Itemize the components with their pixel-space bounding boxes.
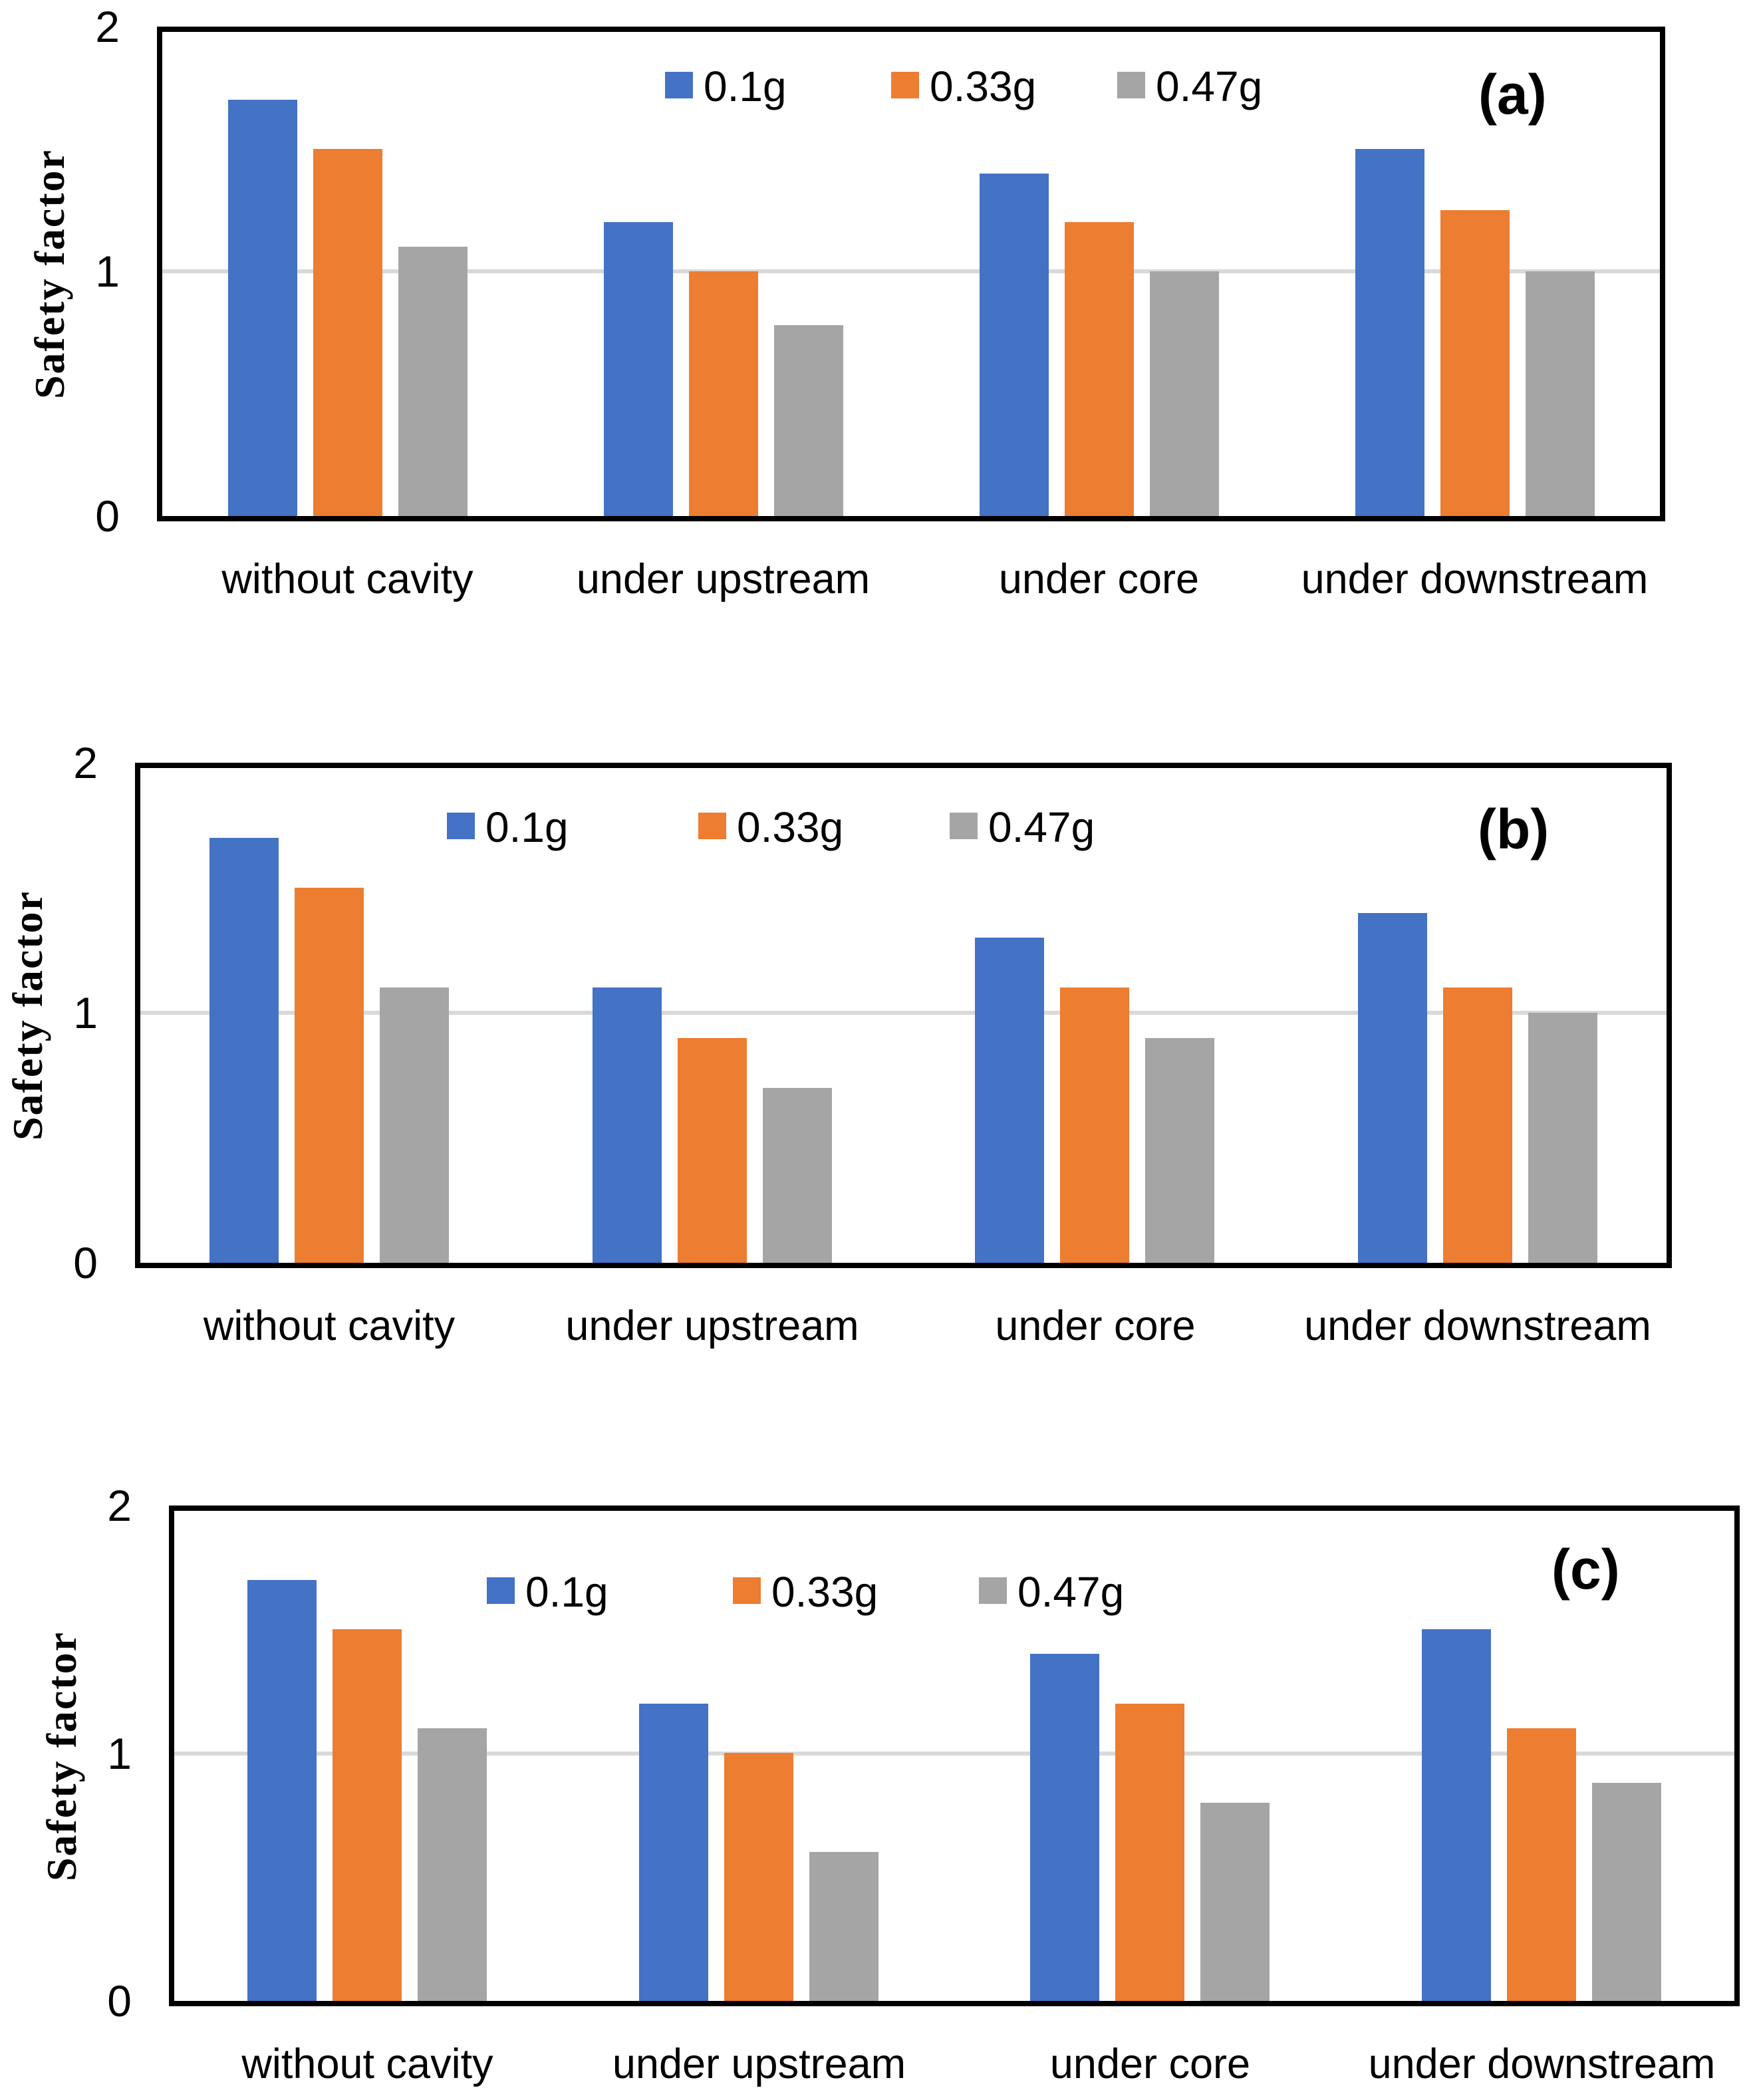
gridline-y1 — [138, 1011, 1669, 1015]
panel-letter: (c) — [1551, 1538, 1620, 1601]
y-tick-label: 0 — [95, 491, 120, 541]
bar-0.1g-under-core — [980, 174, 1049, 516]
bar-0.33g-under-upstream — [678, 1038, 747, 1263]
bar-0.1g-without-cavity — [247, 1580, 317, 2001]
bar-0.33g-under-upstream — [689, 271, 758, 516]
x-category-label: without cavity — [221, 556, 473, 602]
x-category-label: under upstream — [565, 1303, 859, 1349]
y-tick-label: 2 — [95, 2, 120, 51]
bar-0.33g-without-cavity — [313, 149, 382, 516]
x-category-label: under downstream — [1301, 556, 1649, 602]
bar-0.47g-without-cavity — [380, 987, 449, 1263]
panel-letter: (a) — [1478, 63, 1547, 126]
legend-swatch-0.47g — [950, 813, 978, 839]
x-category-label: under upstream — [612, 2041, 906, 2087]
bar-0.47g-under-downstream — [1528, 1013, 1597, 1263]
bar-0.33g-under-core — [1060, 987, 1129, 1263]
y-tick-label: 0 — [73, 1238, 98, 1287]
bar-0.47g-under-downstream — [1526, 271, 1595, 516]
legend-label: 0.47g — [1017, 1568, 1125, 1616]
bar-0.1g-under-downstream — [1358, 913, 1427, 1263]
bar-0.33g-under-core — [1065, 222, 1134, 516]
y-axis-title: Safety factor — [26, 148, 73, 400]
bar-0.33g-without-cavity — [295, 888, 364, 1263]
y-axis-title: Safety factor — [38, 1631, 85, 1881]
bar-0.47g-without-cavity — [398, 247, 468, 516]
legend-swatch-0.33g — [698, 813, 726, 839]
bar-0.33g-under-downstream — [1440, 210, 1510, 516]
x-category-label: under core — [1049, 2041, 1251, 2087]
legend-swatch-0.1g — [487, 1577, 515, 1604]
y-axis-title: Safety factor — [4, 890, 51, 1141]
bar-0.47g-under-core — [1145, 1038, 1214, 1263]
x-category-label: under core — [995, 1303, 1196, 1349]
legend-label: 0.47g — [988, 803, 1095, 851]
bar-0.1g-without-cavity — [209, 838, 279, 1263]
panel-letter: (b) — [1478, 798, 1549, 860]
legend-label: 0.33g — [930, 63, 1037, 110]
x-category-label: under upstream — [576, 556, 871, 602]
bar-0.33g-under-core — [1115, 1704, 1184, 2001]
x-category-label: under core — [998, 556, 1200, 602]
bar-0.1g-under-downstream — [1422, 1629, 1491, 2001]
legend-swatch-0.33g — [733, 1577, 761, 1604]
gridline-y1 — [172, 1751, 1737, 1756]
x-category-label: under downstream — [1304, 1303, 1651, 1349]
legend-swatch-0.1g — [447, 813, 475, 839]
legend-label: 0.1g — [485, 803, 569, 851]
x-category-label: without cavity — [241, 2041, 493, 2087]
legend-label: 0.1g — [704, 63, 787, 110]
y-tick-label: 1 — [95, 247, 120, 296]
gridline-y1 — [160, 269, 1663, 273]
y-tick-label: 0 — [107, 1976, 132, 2026]
y-tick-label: 1 — [107, 1728, 132, 1778]
bar-0.47g-under-upstream — [774, 325, 843, 516]
plot-frame — [135, 763, 1672, 1268]
legend-swatch-0.47g — [979, 1577, 1007, 1604]
bar-0.1g-under-upstream — [639, 1704, 708, 2001]
legend-swatch-0.47g — [1117, 72, 1145, 98]
legend-label: 0.47g — [1156, 63, 1263, 110]
legend-swatch-0.1g — [665, 72, 693, 98]
bar-0.1g-under-downstream — [1355, 149, 1424, 516]
legend-label: 0.33g — [737, 803, 844, 851]
bar-0.33g-under-downstream — [1507, 1728, 1576, 2001]
x-category-label: without cavity — [203, 1303, 456, 1349]
bar-0.33g-without-cavity — [333, 1629, 402, 2001]
legend-label: 0.33g — [771, 1568, 878, 1616]
bar-0.47g-without-cavity — [418, 1728, 487, 2001]
bar-0.1g-under-core — [1030, 1654, 1099, 2001]
bar-0.1g-without-cavity — [228, 100, 297, 516]
y-tick-label: 2 — [73, 738, 98, 787]
bar-0.33g-under-upstream — [724, 1753, 793, 2001]
bar-0.47g-under-upstream — [763, 1088, 832, 1263]
bar-0.47g-under-core — [1150, 271, 1219, 516]
x-category-label: under downstream — [1368, 2041, 1716, 2087]
bar-0.47g-under-downstream — [1592, 1783, 1661, 2001]
y-tick-label: 1 — [73, 988, 98, 1037]
bar-0.33g-under-downstream — [1443, 987, 1512, 1263]
bar-0.47g-under-upstream — [809, 1852, 878, 2001]
legend-swatch-0.33g — [891, 72, 919, 98]
legend-label: 0.1g — [525, 1568, 608, 1616]
plot-frame — [157, 27, 1665, 521]
bar-0.1g-under-core — [975, 938, 1044, 1263]
y-tick-label: 2 — [107, 1481, 132, 1530]
bar-0.47g-under-core — [1200, 1803, 1270, 2001]
bar-0.1g-under-upstream — [593, 987, 662, 1263]
plot-frame — [169, 1506, 1740, 2006]
bar-0.1g-under-upstream — [604, 222, 673, 516]
